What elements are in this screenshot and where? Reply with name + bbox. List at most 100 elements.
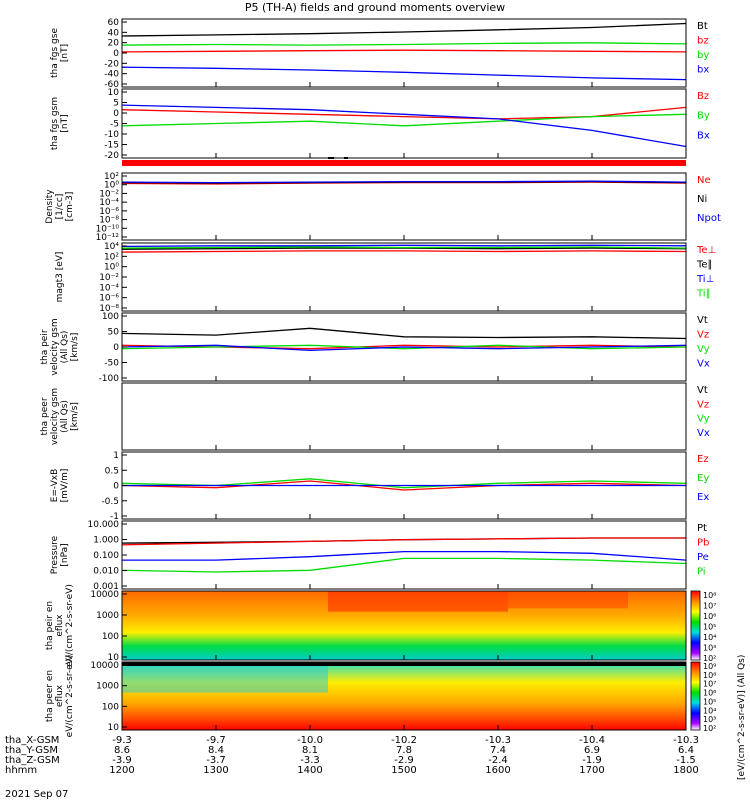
y-tick-label: 10⁻⁴ [99,283,119,293]
y-tick-label: 5 [113,99,119,109]
ephemeris-value: -10.0 [297,735,323,746]
y-tick-label: -20 [104,151,119,161]
ephemeris-value: -3.7 [206,755,226,766]
ephemeris-value: 6.9 [584,745,600,756]
y-tick-label: 10⁻⁴ [99,198,119,208]
y-tick-label: 20 [108,39,120,49]
panel-frame [121,242,687,312]
ephemeris-value: -10.3 [485,735,511,746]
legend-Npot: Npot [697,213,721,224]
y-tick-label: 10⁻⁶ [99,294,119,304]
y-tick-label: 10² [104,252,119,262]
ephemeris-value: 6.4 [678,745,694,756]
colorbar-tick-label: 10⁷ [703,680,716,689]
y-axis-label: velocity gsm [50,388,60,445]
legend-Vt: Vt [697,385,708,396]
series-line-Bt [121,22,687,37]
ephemeris-value: -9.3 [112,735,132,746]
y-tick-label: 1.000 [93,536,119,546]
y-axis-label: [1/cc] [55,194,65,220]
y-axis-label: [cm-3] [65,192,75,222]
y-axis-label: Density [45,189,55,224]
colorbar-tick-label: 10⁹ [703,662,716,671]
ephemeris-value: -3.9 [112,755,132,766]
legend-Vz: Vz [697,330,709,341]
legend-Bt: Bt [697,21,708,32]
y-axis-label: tha peer en [45,670,55,722]
ephemeris-value: 1400 [297,765,322,776]
y-tick-label: 0.001 [93,582,119,592]
y-tick-label: 0 [113,49,119,59]
y-tick-label: 0 [113,482,119,492]
colorbar [690,590,701,661]
spectrogram-band [122,662,328,693]
colorbar-tick-label: 10⁵ [703,697,716,706]
legend-Vx: Vx [697,359,710,370]
y-tick-label: 10⁴ [104,242,119,252]
legend-Vy: Vy [697,414,710,425]
y-axis-label: tha peir [40,329,50,364]
panel-7: 1 0.5 0 -0.5 -1 E=-VxB [mV/m] Ez Ey Ex [50,451,709,522]
y-tick-label: -60 [104,80,119,90]
colorbar-tick-label: 10² [703,724,716,733]
panel-frame [121,18,687,88]
y-axis-label: [nT] [60,44,70,62]
y-axis-label: tha fgs gse [50,28,60,78]
panel-8: 10.000 1.000 0.100 0.010 0.001 Pressure [nPa] P… [50,520,709,592]
y-tick-label: -0.5 [101,497,119,507]
legend-Te∥: Te∥ [696,260,713,271]
y-tick-label: 100 [102,632,119,642]
y-tick-label: 10² [104,172,119,182]
series-line-bz [121,49,687,53]
y-tick-label: -50 [104,359,119,369]
series-line-Ez [121,480,687,491]
ephemeris-value: 7.8 [396,745,412,756]
y-tick-label: 1000 [96,611,119,621]
series-line-by [121,42,687,46]
y-tick-label: 0.100 [93,551,119,561]
y-axis-label: tha fgs gsm [50,97,60,150]
colorbar-tick-label: 10⁶ [703,689,716,698]
series-line-Ti∥ [121,246,687,249]
colorbar-tick-label: 10⁷ [703,602,716,611]
series-line-Vx [121,344,687,352]
y-axis-label: magt3 [eV] [55,252,65,303]
legend-Bx: Bx [697,130,710,141]
y-tick-label: 0 [113,109,119,119]
ephemeris-value: -1.5 [676,755,696,766]
y-tick-label: 10⁻² [99,273,119,283]
y-tick-label: 60 [108,18,120,28]
y-tick-label: 100 [102,702,119,712]
panel-frame [121,520,687,590]
y-tick-label: 0 [113,343,119,353]
colorbar [690,661,701,731]
y-tick-label: 100 [102,312,119,322]
y-tick-label: 10⁰ [104,181,119,191]
y-tick-label: 50 [108,328,120,338]
y-tick-label: -40 [104,70,119,80]
y-tick-label: 10⁻¹² [96,233,120,243]
ephemeris-value: 1600 [485,765,510,776]
y-axis-label: Pressure [50,535,60,574]
y-tick-label: -20 [104,59,119,69]
ephemeris-value: 1700 [579,765,604,776]
y-axis-label: [mV/m] [60,469,70,503]
y-tick-label: -1 [110,512,119,522]
date-label: 2021 Sep 07 [5,789,68,800]
spectrogram-band [122,662,686,666]
panel-5: 100 50 0 -50 -100 tha peir velocity gsm (All Qs… [40,312,710,384]
series-line-bx [121,66,687,81]
colorbar-label: [eV/(cm^2-s-sr-eV)] (All Qs) [737,655,747,780]
ephemeris-value: -9.7 [206,735,226,746]
legend-Vx: Vx [697,428,710,439]
colorbar-tick-label: 10⁴ [703,706,716,715]
legend-Ti⊥: Ti⊥ [696,274,714,285]
series-line-Pi [121,557,687,573]
y-tick-label: 10 [108,88,120,98]
ephemeris-value: 1300 [203,765,228,776]
series-line-Ti⊥ [121,244,687,248]
ephemeris-row-label: tha_Z-GSM [5,755,60,766]
